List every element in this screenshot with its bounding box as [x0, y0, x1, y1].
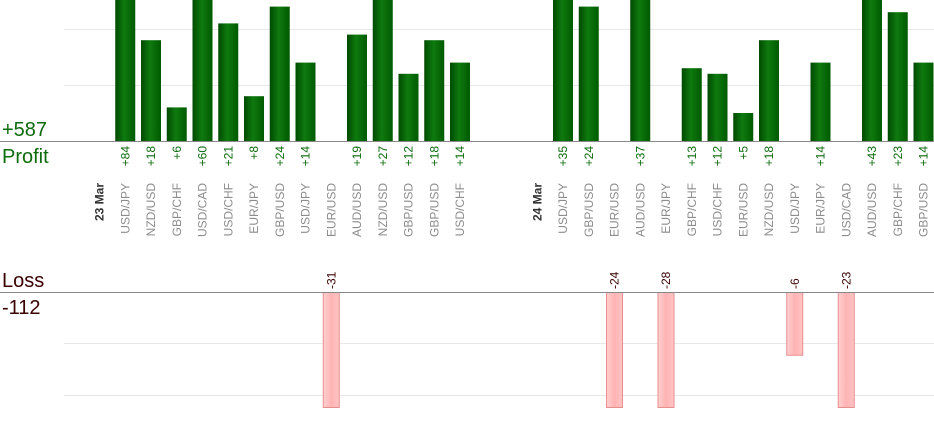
category-label: GBP/USD — [402, 183, 416, 237]
loss-value-label: -31 — [324, 271, 338, 289]
profit-value-label: +24 — [273, 146, 287, 167]
loss-label: Loss — [2, 270, 44, 292]
profit-bar — [218, 23, 238, 141]
category-label: GBP/CHF — [685, 183, 699, 236]
category-label: GBP/USD — [917, 183, 931, 237]
profit-bar — [399, 74, 419, 141]
profit-value-label: +18 — [427, 146, 441, 167]
loss-value-label: -23 — [839, 271, 853, 289]
category-label: USD/CHF — [453, 183, 467, 236]
category-label: USD/CAD — [839, 183, 853, 237]
profit-value-label: +12 — [711, 146, 725, 167]
profit-value-label: +24 — [582, 146, 596, 167]
total-loss-label: -112 — [2, 297, 41, 319]
profit-value-label: +6 — [170, 146, 184, 160]
category-label: USD/CHF — [221, 183, 235, 236]
profit-bar — [733, 113, 753, 141]
profit-bar — [450, 63, 470, 141]
profit-bar — [296, 63, 316, 141]
category-label: GBP/CHF — [170, 183, 184, 236]
bars — [115, 0, 934, 408]
profit-value-label: +37 — [633, 146, 647, 167]
loss-bar — [787, 293, 803, 356]
profit-value-label: +14 — [814, 146, 828, 167]
category-label: GBP/USD — [273, 183, 287, 237]
category-label: USD/CAD — [196, 183, 210, 237]
category-label: AUD/USD — [350, 183, 364, 237]
profit-value-label: +14 — [453, 146, 467, 167]
loss-bar — [658, 293, 674, 408]
category-label: GBP/CHF — [891, 183, 905, 236]
category-label: EUR/JPY — [659, 183, 673, 234]
category-label: NZD/USD — [144, 183, 158, 237]
profit-bar — [373, 0, 393, 141]
profit-bar — [579, 7, 599, 141]
profit-value-label: +19 — [350, 146, 364, 167]
profit-bar — [811, 63, 831, 141]
profit-bar — [347, 35, 367, 141]
total-profit-label: +587 — [2, 119, 47, 141]
profit-bar — [193, 0, 213, 141]
profit-value-label: +13 — [685, 146, 699, 167]
category-label: USD/CHF — [711, 183, 725, 236]
category-label: USD/JPY — [556, 183, 570, 234]
labels: 23 Mar USD/JPY +84 NZD/USD +18 GBP/CHF +6 USD/C… — [93, 146, 934, 289]
category-label: USD/JPY — [299, 183, 313, 234]
category-label: NZD/USD — [762, 183, 776, 237]
category-label: EUR/USD — [736, 183, 750, 237]
loss-value-label: -6 — [788, 278, 802, 289]
category-label: EUR/JPY — [814, 183, 828, 234]
loss-value-label: -28 — [659, 271, 673, 289]
profit-value-label: +84 — [118, 146, 132, 167]
profit-value-label: +18 — [762, 146, 776, 167]
date-label: 24 Mar — [530, 183, 544, 221]
profit-bar — [888, 12, 908, 141]
loss-bar — [838, 293, 854, 408]
profit-value-label: +12 — [402, 146, 416, 167]
category-label: USD/JPY — [118, 183, 132, 234]
profit-value-label: +18 — [144, 146, 158, 167]
profit-value-label: +60 — [196, 146, 210, 167]
category-label: GBP/USD — [582, 183, 596, 237]
category-label: AUD/USD — [865, 183, 879, 237]
category-label: EUR/USD — [608, 183, 622, 237]
profit-bar — [244, 96, 264, 141]
profit-bar — [708, 74, 728, 141]
profit-bar — [141, 40, 161, 141]
profit-bar — [270, 7, 290, 141]
category-label: USD/JPY — [788, 183, 802, 234]
profit-value-label: +21 — [221, 146, 235, 167]
category-label: GBP/USD — [427, 183, 441, 237]
loss-bar — [323, 293, 339, 408]
profit-bar — [115, 0, 135, 141]
category-label: EUR/USD — [324, 183, 338, 237]
profit-value-label: +43 — [865, 146, 879, 167]
profit-value-label: +5 — [736, 146, 750, 160]
profit-value-label: +23 — [891, 146, 905, 167]
category-label: AUD/USD — [633, 183, 647, 237]
category-label: NZD/USD — [376, 183, 390, 237]
profit-value-label: +35 — [556, 146, 570, 167]
loss-bar — [607, 293, 623, 408]
profit-bar — [553, 0, 573, 141]
profit-bar — [914, 63, 934, 141]
date-label: 23 Mar — [93, 183, 107, 221]
profit-bar — [759, 40, 779, 141]
profit-bar — [167, 107, 187, 141]
profit-bar — [862, 0, 882, 141]
profit-value-label: +8 — [247, 146, 261, 160]
profit-value-label: +14 — [917, 146, 931, 167]
profit-label: Profit — [2, 146, 49, 168]
profit-bar — [424, 40, 444, 141]
profit-bar — [682, 68, 702, 141]
category-label: EUR/JPY — [247, 183, 261, 234]
profit-value-label: +27 — [376, 146, 390, 167]
profit-bar — [630, 0, 650, 141]
loss-value-label: -24 — [608, 271, 622, 289]
profit-value-label: +14 — [299, 146, 313, 167]
